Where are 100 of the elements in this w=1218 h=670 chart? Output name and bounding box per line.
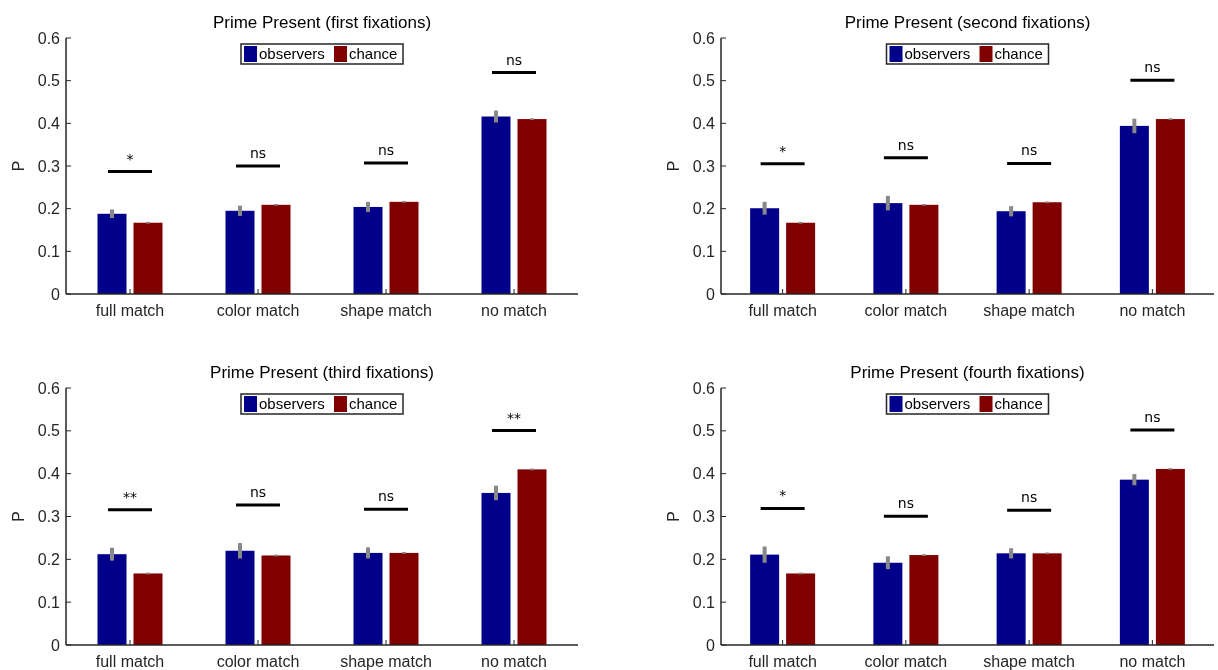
y-tick-label: 0.2 bbox=[692, 200, 716, 218]
bar bbox=[1155, 119, 1185, 294]
bar bbox=[353, 552, 383, 645]
legend-label: chance bbox=[349, 395, 398, 412]
y-tick-label: 0 bbox=[51, 285, 61, 303]
x-tick-label: no match bbox=[1119, 653, 1186, 670]
x-tick-label: color match bbox=[864, 653, 948, 670]
x-tick-label: full match bbox=[748, 653, 817, 670]
y-tick-label: 0.1 bbox=[37, 242, 61, 260]
x-tick-label: full match bbox=[748, 302, 817, 319]
legend-label: observers bbox=[904, 45, 971, 62]
legend-label: chance bbox=[994, 395, 1043, 412]
bar bbox=[517, 469, 547, 645]
y-tick-label: 0.4 bbox=[692, 465, 716, 483]
bar bbox=[225, 210, 255, 294]
bar bbox=[1032, 553, 1062, 645]
bar bbox=[261, 555, 291, 645]
annotation: ns bbox=[249, 144, 267, 161]
bar bbox=[909, 555, 939, 645]
bar bbox=[1155, 468, 1185, 645]
bar bbox=[873, 203, 903, 294]
y-tick-label: 0.2 bbox=[37, 550, 61, 568]
y-axis-title: P bbox=[10, 160, 27, 172]
x-tick-label: color match bbox=[864, 302, 948, 319]
bar bbox=[909, 204, 939, 294]
bar bbox=[389, 552, 419, 645]
annotation: ns bbox=[1144, 409, 1161, 426]
annotation: * bbox=[126, 150, 134, 167]
x-tick-label: color match bbox=[216, 302, 300, 319]
bar bbox=[261, 204, 291, 294]
bar bbox=[481, 492, 511, 645]
y-tick-label: 0.5 bbox=[37, 422, 61, 440]
bar bbox=[225, 550, 255, 645]
x-tick-label: full match bbox=[95, 653, 165, 670]
x-tick-label: no match bbox=[481, 653, 547, 670]
y-tick-label: 0.4 bbox=[692, 114, 716, 132]
chart-title: Prime Present (fourth fixations) bbox=[850, 363, 1085, 382]
legend-label: observers bbox=[259, 45, 325, 62]
annotation: ns bbox=[1144, 59, 1161, 76]
bar bbox=[97, 554, 127, 645]
y-tick-label: 0.3 bbox=[37, 508, 61, 526]
y-tick-label: 0.5 bbox=[692, 422, 716, 440]
legend-label: observers bbox=[904, 395, 971, 412]
annotation: ns bbox=[897, 136, 914, 153]
x-tick-label: no match bbox=[1119, 302, 1186, 319]
bar bbox=[873, 562, 903, 645]
bar bbox=[389, 201, 419, 294]
chart-title: Prime Present (second fixations) bbox=[844, 13, 1091, 32]
bar bbox=[750, 208, 780, 294]
x-tick-label: full match bbox=[95, 302, 165, 319]
y-tick-label: 0.6 bbox=[37, 379, 61, 397]
y-tick-label: 0.6 bbox=[37, 29, 61, 47]
y-tick-label: 0.2 bbox=[692, 550, 716, 568]
bar bbox=[1032, 202, 1062, 294]
y-tick-label: 0.4 bbox=[37, 465, 61, 483]
bar bbox=[517, 119, 547, 294]
y-axis-title: P bbox=[10, 511, 27, 522]
y-axis-title: P bbox=[665, 511, 682, 522]
bar bbox=[353, 206, 383, 294]
annotation: * bbox=[779, 487, 787, 504]
y-tick-label: 0.4 bbox=[37, 114, 61, 132]
x-tick-label: shape match bbox=[983, 302, 1075, 319]
y-axis-title: P bbox=[665, 160, 682, 172]
x-tick-label: shape match bbox=[983, 653, 1075, 670]
bar bbox=[1119, 479, 1149, 645]
y-tick-label: 0 bbox=[706, 636, 716, 654]
legend-label: observers bbox=[259, 395, 325, 412]
y-tick-label: 0.6 bbox=[692, 379, 716, 397]
y-tick-label: 0.1 bbox=[692, 593, 716, 611]
y-tick-label: 0.3 bbox=[692, 157, 716, 175]
y-tick-label: 0 bbox=[51, 636, 61, 654]
annotation: ** bbox=[123, 488, 137, 505]
annotation: ns bbox=[897, 495, 914, 512]
annotation: ns bbox=[377, 488, 395, 505]
bar bbox=[481, 116, 511, 294]
y-tick-label: 0.3 bbox=[692, 508, 716, 526]
chart-title: Prime Present (third fixations) bbox=[210, 363, 434, 382]
x-tick-label: shape match bbox=[340, 653, 432, 670]
annotation: ns bbox=[505, 51, 523, 68]
y-tick-label: 0.1 bbox=[37, 593, 61, 611]
annotation: ns bbox=[1021, 142, 1038, 159]
bar bbox=[133, 222, 163, 294]
y-tick-label: 0.5 bbox=[37, 72, 61, 90]
y-tick-label: 0.5 bbox=[692, 72, 716, 90]
y-tick-label: 0.3 bbox=[37, 157, 61, 175]
legend-label: chance bbox=[994, 45, 1043, 62]
y-tick-label: 0 bbox=[706, 285, 716, 303]
annotation: ** bbox=[507, 409, 521, 426]
bar bbox=[996, 553, 1026, 645]
bar bbox=[133, 573, 163, 645]
chart-title: Prime Present (first fixations) bbox=[212, 13, 432, 32]
annotation: ns bbox=[249, 484, 267, 501]
x-tick-label: color match bbox=[216, 653, 300, 670]
legend-label: chance bbox=[349, 45, 398, 62]
annotation: ns bbox=[377, 141, 395, 158]
bar bbox=[1119, 125, 1149, 294]
bar bbox=[97, 213, 127, 294]
bar bbox=[996, 211, 1026, 294]
annotation: * bbox=[779, 142, 787, 159]
bar bbox=[750, 554, 780, 645]
